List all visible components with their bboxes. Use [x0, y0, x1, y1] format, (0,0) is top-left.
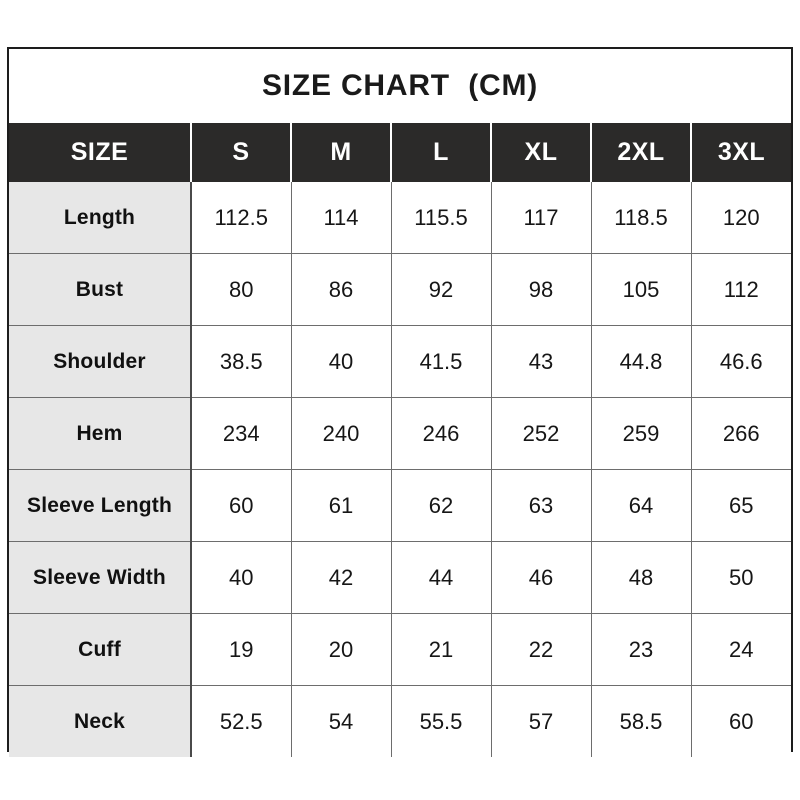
cell-sleeve-length-2xl: 64: [591, 469, 692, 542]
cell-bust-2xl: 105: [591, 253, 692, 326]
cell-neck-s: 52.5: [191, 685, 292, 757]
column-header-s: S: [191, 123, 292, 182]
cell-sleeve-width-2xl: 48: [591, 541, 692, 614]
cell-sleeve-length-3xl: 65: [691, 469, 791, 542]
column-header-size: SIZE: [9, 123, 192, 182]
row-label-shoulder: Shoulder: [9, 325, 192, 398]
cell-cuff-s: 19: [191, 613, 292, 686]
cell-hem-3xl: 266: [691, 397, 791, 470]
column-header-3xl: 3XL: [691, 123, 791, 182]
cell-hem-s: 234: [191, 397, 292, 470]
cell-length-s: 112.5: [191, 182, 292, 254]
cell-bust-3xl: 112: [691, 253, 791, 326]
cell-cuff-m: 20: [291, 613, 392, 686]
row-label-bust: Bust: [9, 253, 192, 326]
row-label-sleeve-width: Sleeve Width: [9, 541, 192, 614]
table-body: Length 112.5 114 115.5 117 118.5 120 Bus…: [9, 182, 791, 757]
cell-length-2xl: 118.5: [591, 182, 692, 254]
cell-bust-s: 80: [191, 253, 292, 326]
cell-cuff-l: 21: [391, 613, 492, 686]
cell-sleeve-length-l: 62: [391, 469, 492, 542]
table-row: Cuff 19 20 21 22 23 24: [9, 613, 791, 686]
table-row: Length 112.5 114 115.5 117 118.5 120: [9, 182, 791, 254]
table-row: Sleeve Length 60 61 62 63 64 65: [9, 469, 791, 542]
size-chart-table-frame: SIZE CHART (CM) SIZE S M L XL 2XL 3XL: [7, 47, 793, 757]
cell-neck-m: 54: [291, 685, 392, 757]
cell-hem-2xl: 259: [591, 397, 692, 470]
cell-shoulder-s: 38.5: [191, 325, 292, 398]
cell-sleeve-width-l: 44: [391, 541, 492, 614]
cell-sleeve-width-xl: 46: [491, 541, 592, 614]
table-header-row: SIZE S M L XL 2XL 3XL: [9, 123, 791, 182]
cell-shoulder-xl: 43: [491, 325, 592, 398]
cell-sleeve-length-m: 61: [291, 469, 392, 542]
cell-shoulder-m: 40: [291, 325, 392, 398]
chart-title-band: SIZE CHART (CM): [9, 49, 791, 123]
cell-bust-l: 92: [391, 253, 492, 326]
cell-neck-l: 55.5: [391, 685, 492, 757]
cell-neck-2xl: 58.5: [591, 685, 692, 757]
table-head: SIZE S M L XL 2XL 3XL: [9, 123, 791, 182]
cell-sleeve-width-s: 40: [191, 541, 292, 614]
cell-hem-m: 240: [291, 397, 392, 470]
cell-hem-xl: 252: [491, 397, 592, 470]
cell-shoulder-2xl: 44.8: [591, 325, 692, 398]
cell-neck-xl: 57: [491, 685, 592, 757]
cell-sleeve-length-xl: 63: [491, 469, 592, 542]
page-title: SIZE CHART (CM): [261, 69, 539, 102]
cell-length-m: 114: [291, 182, 392, 254]
row-label-length: Length: [9, 182, 192, 254]
cell-bust-m: 86: [291, 253, 392, 326]
table-row: Sleeve Width 40 42 44 46 48 50: [9, 541, 791, 614]
cell-neck-3xl: 60: [691, 685, 791, 757]
cell-length-3xl: 120: [691, 182, 791, 254]
column-header-xl: XL: [491, 123, 592, 182]
cell-shoulder-l: 41.5: [391, 325, 492, 398]
row-label-cuff: Cuff: [9, 613, 192, 686]
table-row: Neck 52.5 54 55.5 57 58.5 60: [9, 685, 791, 757]
cell-sleeve-width-3xl: 50: [691, 541, 791, 614]
cell-shoulder-3xl: 46.6: [691, 325, 791, 398]
cell-cuff-2xl: 23: [591, 613, 692, 686]
column-header-m: M: [291, 123, 392, 182]
cell-hem-l: 246: [391, 397, 492, 470]
cell-sleeve-length-s: 60: [191, 469, 292, 542]
cell-length-xl: 117: [491, 182, 592, 254]
table-row: Shoulder 38.5 40 41.5 43 44.8 46.6: [9, 325, 791, 398]
column-header-2xl: 2XL: [591, 123, 692, 182]
cell-bust-xl: 98: [491, 253, 592, 326]
cell-cuff-3xl: 24: [691, 613, 791, 686]
column-header-l: L: [391, 123, 492, 182]
cell-cuff-xl: 22: [491, 613, 592, 686]
size-chart-table: SIZE S M L XL 2XL 3XL Length 112.5 114 1…: [9, 123, 791, 757]
row-label-sleeve-length: Sleeve Length: [9, 469, 192, 542]
cell-sleeve-width-m: 42: [291, 541, 392, 614]
row-label-hem: Hem: [9, 397, 192, 470]
table-row: Hem 234 240 246 252 259 266: [9, 397, 791, 470]
table-row: Bust 80 86 92 98 105 112: [9, 253, 791, 326]
cell-length-l: 115.5: [391, 182, 492, 254]
row-label-neck: Neck: [9, 685, 192, 757]
